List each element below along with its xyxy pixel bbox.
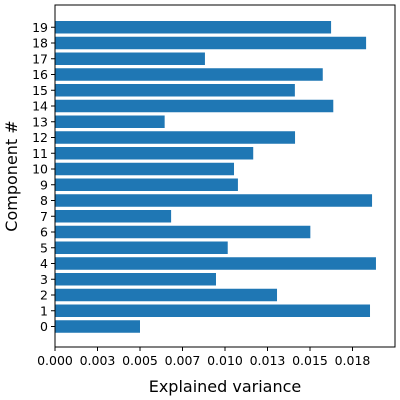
x-tick-label: 0.018 [335, 353, 371, 368]
y-tick-label: 13 [32, 114, 48, 129]
bar-component-5 [55, 241, 228, 254]
x-tick-label: 0.013 [250, 353, 286, 368]
bar-component-4 [55, 257, 376, 270]
bar-component-6 [55, 225, 311, 239]
bar-component-16 [55, 68, 323, 81]
x-axis: 0.000 0.003 0.005 0.007 0.010 0.013 0.015 0.018 [37, 347, 370, 368]
x-tick-label: 0.003 [80, 353, 116, 368]
y-tick-label: 6 [40, 225, 48, 240]
bar-component-14 [55, 99, 334, 113]
y-tick-label: 1 [40, 303, 48, 318]
bar-component-10 [55, 162, 235, 176]
bar-component-9 [55, 178, 238, 191]
bars [55, 21, 376, 333]
x-tick-label: 0.010 [207, 353, 243, 368]
y-tick-label: 7 [40, 209, 48, 224]
x-tick-label: 0.015 [292, 353, 328, 368]
bar-component-3 [55, 273, 216, 286]
y-axis-title: Component # [2, 120, 21, 231]
bar-component-15 [55, 84, 295, 97]
x-tick-label: 0.007 [165, 353, 201, 368]
bar-component-17 [55, 52, 205, 65]
y-tick-label: 18 [32, 36, 48, 51]
bar-component-12 [55, 131, 296, 144]
bar-component-2 [55, 288, 278, 302]
y-tick-label: 14 [32, 99, 48, 114]
bar-component-18 [55, 36, 367, 50]
y-tick-label: 19 [32, 20, 48, 35]
bar-component-8 [55, 194, 373, 207]
y-tick-label: 5 [40, 240, 48, 255]
y-tick-label: 9 [40, 177, 48, 192]
bar-component-0 [55, 320, 140, 333]
y-tick-label: 10 [32, 162, 48, 177]
x-tick-label: 0.005 [122, 353, 158, 368]
bar-component-7 [55, 210, 172, 223]
y-tick-label: 15 [32, 83, 48, 98]
y-tick-label: 11 [32, 146, 48, 161]
y-tick-label: 12 [32, 130, 48, 145]
x-tick-label: 0.000 [37, 353, 73, 368]
y-tick-label: 3 [40, 272, 48, 287]
bar-component-1 [55, 304, 371, 317]
y-tick-label: 2 [40, 288, 48, 303]
bar-component-19 [55, 21, 332, 34]
y-tick-label: 8 [40, 193, 48, 208]
y-tick-label: 17 [32, 51, 48, 66]
bar-component-11 [55, 147, 254, 160]
bar-component-13 [55, 115, 165, 128]
y-tick-label: 0 [40, 319, 48, 334]
x-axis-title: Explained variance [149, 377, 302, 396]
y-tick-label: 4 [40, 256, 48, 271]
y-tick-label: 16 [32, 67, 48, 82]
